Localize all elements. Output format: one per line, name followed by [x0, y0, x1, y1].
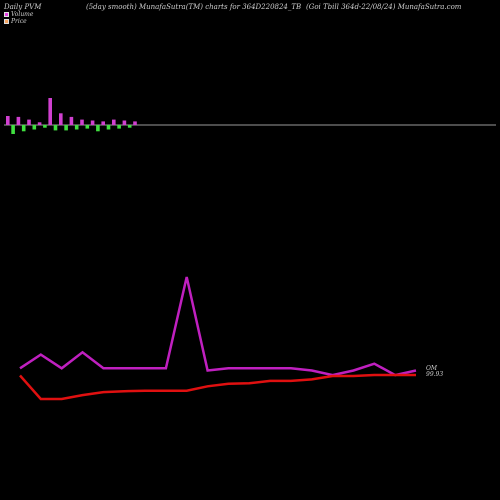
- volume-bar: [48, 98, 52, 125]
- volume-bar: [64, 125, 68, 131]
- volume-bar: [133, 121, 137, 125]
- volume-bar: [96, 125, 100, 132]
- volume-bar: [43, 125, 47, 128]
- volume-bar: [27, 119, 31, 125]
- volume-bar: [85, 125, 90, 129]
- end-label-volume: OM: [426, 365, 438, 372]
- volume-bar: [16, 116, 21, 125]
- volume-bar: [106, 125, 111, 130]
- volume-bar: [11, 125, 15, 134]
- volume-bars: [6, 98, 137, 134]
- legend-price-label: Price: [11, 18, 27, 25]
- volume-bar: [112, 119, 116, 125]
- end-label-price: 99.93: [426, 371, 443, 378]
- volume-bar: [122, 120, 127, 125]
- volume-bar: [117, 125, 121, 129]
- chart-title-center: (5day smooth) MunafaSutra(TM) charts for…: [86, 3, 302, 11]
- volume-bar: [80, 119, 84, 125]
- legend-volume-swatch: [4, 12, 9, 17]
- volume-bar: [69, 116, 74, 125]
- volume-bar: [53, 125, 58, 131]
- volume-bar: [59, 113, 63, 125]
- volume-bar: [37, 122, 42, 125]
- volume-bar: [101, 121, 105, 125]
- volume-bar: [21, 125, 26, 132]
- volume-bar: [74, 125, 79, 130]
- volume-bar: [32, 125, 37, 130]
- legend-price-swatch: [4, 19, 9, 24]
- volume-bar: [90, 120, 95, 125]
- volume-line: [19, 276, 417, 377]
- chart-title-left: Daily PVM: [4, 3, 42, 11]
- legend-volume: Volume: [4, 11, 33, 18]
- legend-price: Price: [4, 18, 27, 25]
- volume-bar: [127, 125, 132, 128]
- price-line: [19, 373, 416, 401]
- chart-title-right: (Goi Tbill 364d-22/08/24) MunafaSutra.co…: [306, 3, 462, 11]
- legend-volume-label: Volume: [11, 11, 34, 18]
- volume-bar: [6, 116, 10, 125]
